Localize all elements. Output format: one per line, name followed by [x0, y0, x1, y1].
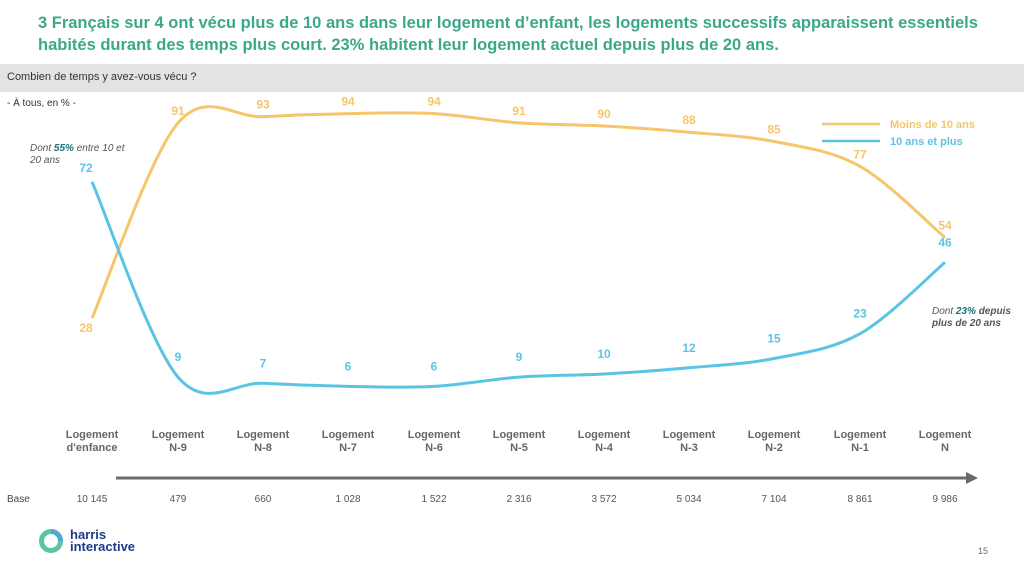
base-value: 1 028: [335, 494, 361, 505]
data-label: 94: [427, 95, 441, 109]
data-label: 28: [79, 321, 93, 335]
x-tick-label: Logement N-5: [492, 429, 546, 454]
data-label: 6: [345, 359, 352, 373]
subtitle: - À tous, en % -: [7, 98, 76, 109]
data-label: 9: [175, 350, 182, 364]
data-label: 46: [938, 235, 952, 249]
data-label: 91: [512, 104, 526, 118]
legend-label: 10 ans et plus: [890, 136, 963, 148]
data-label: 90: [597, 107, 611, 121]
legend-label: Moins de 10 ans: [890, 119, 975, 131]
x-tick-label: Logement N-2: [747, 429, 801, 454]
harris-logo: harris interactive: [38, 528, 135, 554]
data-label: 94: [341, 95, 355, 109]
x-tick-label: Logement N-9: [151, 429, 205, 454]
data-label: 6: [431, 359, 438, 373]
question-bar: Combien de temps y avez-vous vécu ?: [0, 64, 1024, 92]
note-right: Dont 23% depuis plus de 20 ans: [932, 306, 1011, 329]
data-label: 72: [79, 161, 93, 175]
data-label: 7: [260, 356, 267, 370]
data-label: 77: [853, 147, 867, 161]
x-tick-label: Logement N-7: [321, 429, 375, 454]
x-tick-label: Logement N-6: [407, 429, 461, 454]
base-value: 10 145: [76, 494, 108, 505]
data-label: 10: [597, 347, 611, 361]
x-tick-label: Logement N-4: [577, 429, 631, 454]
page-title: 3 Français sur 4 ont vécu plus de 10 ans…: [38, 14, 978, 54]
logo-line2: interactive: [70, 539, 136, 554]
data-label: 85: [767, 123, 781, 137]
data-label: 88: [682, 113, 696, 127]
base-value: 660: [254, 494, 272, 505]
data-label: 91: [171, 104, 185, 118]
logo-ring-icon: [39, 529, 63, 553]
base-label: Base: [7, 494, 30, 505]
data-label: 23: [853, 307, 867, 321]
data-label: 12: [682, 341, 696, 355]
x-tick-label: Logement d'enfance: [65, 429, 119, 454]
base-value: 2 316: [506, 494, 532, 505]
base-value: 7 104: [761, 494, 787, 505]
arrow-head-icon: [966, 472, 978, 484]
base-value: 8 861: [847, 494, 873, 505]
x-tick-label: Logement N-1: [833, 429, 887, 454]
data-label: 93: [256, 98, 270, 112]
x-tick-label: Logement N-8: [236, 429, 290, 454]
series-line-moins-de-10-ans: [90, 105, 946, 319]
x-tick-label: Logement N: [918, 429, 972, 454]
base-value: 3 572: [591, 494, 617, 505]
page-number: 15: [977, 546, 988, 556]
base-value: 5 034: [676, 494, 702, 505]
base-value: 1 522: [421, 494, 447, 505]
base-value: 9 986: [932, 494, 958, 505]
logo-line1: harris: [70, 527, 107, 542]
base-value: 479: [169, 494, 187, 505]
question-text: Combien de temps y avez-vous vécu ?: [7, 71, 197, 83]
data-label: 15: [767, 332, 781, 346]
note-left: Dont 55% entre 10 et 20 ans: [30, 143, 125, 166]
data-label: 9: [516, 350, 523, 364]
data-label: 54: [938, 219, 952, 233]
x-tick-label: Logement N-3: [662, 429, 716, 454]
series-line-10-ans-et-plus: [90, 181, 946, 395]
